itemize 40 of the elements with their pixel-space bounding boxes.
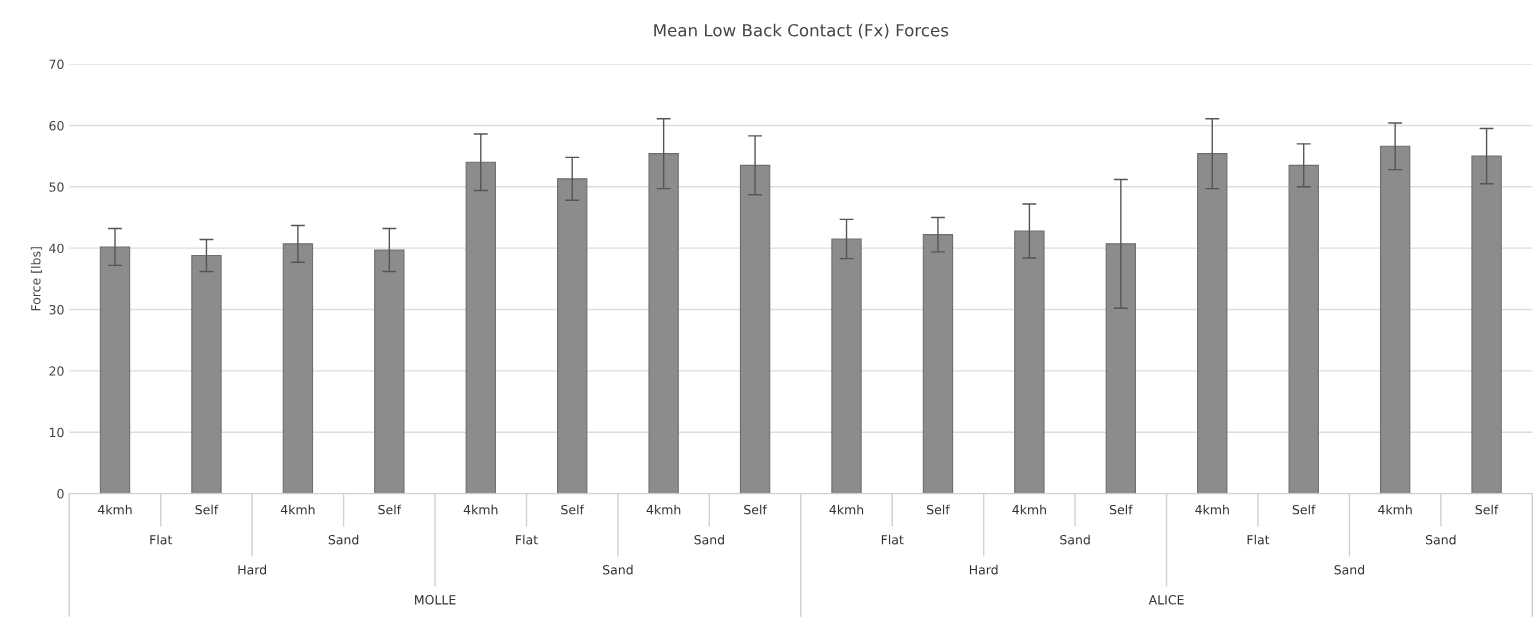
x-tick-label: Self [1292, 504, 1316, 515]
text: Hard [238, 564, 266, 575]
x-tick-label: 4kmh [280, 504, 315, 515]
text: Sand [694, 534, 724, 545]
chart-title: Mean Low Back Contact (Fx) Forces [654, 23, 949, 39]
text: Sand [1060, 534, 1090, 545]
text: Sand [1334, 564, 1365, 575]
y-tick-label: 0 [57, 489, 64, 499]
text: Flat [150, 534, 173, 545]
y-tick-label: 10 [49, 427, 64, 438]
y-tick-label: 60 [49, 120, 64, 131]
y-tick-label: 70 [49, 59, 64, 70]
y-tick-label: 50 [49, 182, 64, 192]
x-tick-label: Self [744, 504, 768, 515]
text: Flat [881, 534, 904, 545]
text: Sand [1425, 534, 1456, 545]
x-tick-label: Self [1109, 504, 1133, 515]
text: Hard [969, 564, 998, 575]
x-tick-label: Self [195, 504, 219, 515]
text: Sand [328, 534, 359, 545]
x-tick-label: 4kmh [1195, 504, 1229, 515]
y-tick-label: 30 [49, 304, 64, 315]
x-tick-label: Self [378, 504, 402, 515]
y-tick-label: 40 [49, 243, 64, 254]
y-tick-label: 20 [49, 366, 64, 376]
text: ALICE [1148, 595, 1184, 605]
x-tick-label: 4kmh [97, 504, 132, 515]
text: MOLLE [415, 595, 456, 605]
x-tick-label: 4kmh [1378, 504, 1412, 515]
x-tick-label: 4kmh [646, 504, 681, 515]
text: Flat [1247, 534, 1270, 545]
x-tick-label: Self [561, 504, 585, 515]
x-tick-label: 4kmh [829, 504, 864, 515]
x-tick-label: 4kmh [1012, 504, 1046, 515]
x-tick-label: Self [927, 504, 950, 515]
x-tick-label: 4kmh [463, 504, 498, 515]
text: Flat [516, 534, 538, 545]
x-tick-label: Self [1475, 504, 1499, 515]
text: Sand [603, 564, 633, 575]
y-axis-title: Force [lbs] [30, 247, 43, 311]
